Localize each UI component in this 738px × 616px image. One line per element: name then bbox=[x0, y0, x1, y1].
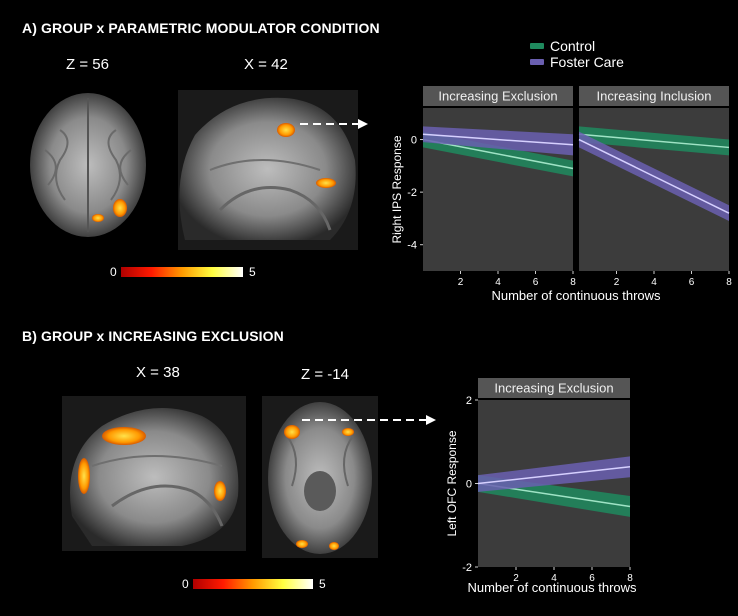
x-axis-label: Number of continuous throws bbox=[467, 580, 637, 595]
panel-b-brain-images bbox=[62, 396, 378, 558]
y-tick-label: -2 bbox=[407, 187, 417, 199]
y-axis-label: Right IPS Response bbox=[390, 135, 404, 243]
legend-label-control: Control bbox=[550, 38, 596, 54]
activation-blob bbox=[329, 542, 339, 550]
activation-blob bbox=[284, 425, 300, 439]
foster-ci-band bbox=[423, 126, 573, 156]
panel-b-colorbar bbox=[193, 579, 313, 589]
foster-line bbox=[477, 466, 631, 485]
y-tick-label: 0 bbox=[411, 135, 417, 147]
x-tick-label: 6 bbox=[533, 277, 539, 288]
x-tick-label: 2 bbox=[614, 277, 620, 288]
x-tick-label: 8 bbox=[726, 277, 732, 288]
panel-b-arrow bbox=[302, 415, 436, 425]
y-axis-label: Left OFC Response bbox=[445, 430, 459, 536]
legend: Control Foster Care bbox=[530, 38, 624, 70]
panel-a-slice1-label: Z = 56 bbox=[66, 56, 109, 73]
activation-blob bbox=[102, 427, 146, 445]
panel-a-cbar-min: 0 bbox=[110, 265, 117, 279]
x-tick-label: 4 bbox=[551, 573, 557, 584]
sagittal-slice-b bbox=[62, 396, 246, 551]
facet-strip bbox=[478, 378, 630, 398]
foster-line bbox=[578, 138, 730, 214]
panel-a-title: A) GROUP x PARAMETRIC MODULATOR CONDITIO… bbox=[22, 20, 380, 36]
control-line bbox=[578, 133, 730, 149]
y-tick-label: 0 bbox=[466, 479, 472, 491]
x-tick-label: 8 bbox=[570, 277, 576, 288]
x-tick-label: 6 bbox=[689, 277, 695, 288]
foster-line bbox=[422, 133, 574, 146]
activation-blob bbox=[92, 214, 104, 222]
activation-blob bbox=[78, 458, 90, 494]
facet-strip bbox=[423, 86, 573, 106]
x-axis-label: Number of continuous throws bbox=[491, 288, 661, 303]
activation-blob bbox=[296, 540, 308, 548]
legend-swatch-foster bbox=[530, 59, 544, 65]
legend-item-foster: Foster Care bbox=[530, 54, 624, 70]
facet-label: Increasing Inclusion bbox=[597, 89, 712, 104]
x-tick-label: 4 bbox=[651, 277, 657, 288]
panel-a-colorbar bbox=[121, 267, 243, 277]
y-tick-label: -4 bbox=[407, 240, 417, 252]
y-tick-label: -2 bbox=[462, 562, 472, 574]
activation-blob bbox=[342, 428, 354, 436]
panel-a-cbar-max: 5 bbox=[249, 265, 256, 279]
legend-item-control: Control bbox=[530, 38, 624, 54]
facet-strip bbox=[579, 86, 729, 106]
axial-slice-b bbox=[262, 396, 378, 558]
x-tick-label: 4 bbox=[495, 277, 501, 288]
legend-label-foster: Foster Care bbox=[550, 54, 624, 70]
foster-ci-band bbox=[478, 456, 630, 492]
panel-a-slice2-label: X = 42 bbox=[244, 56, 288, 73]
x-tick-label: 6 bbox=[589, 573, 595, 584]
facet-label: Increasing Exclusion bbox=[494, 381, 613, 396]
sagittal-slice-a bbox=[178, 90, 358, 250]
activation-blob bbox=[277, 123, 295, 137]
axial-slice-a bbox=[30, 93, 146, 237]
activation-blob bbox=[113, 199, 127, 217]
panel-a-arrow bbox=[300, 119, 368, 129]
panel-b-cbar-min: 0 bbox=[182, 577, 189, 591]
y-tick-label: 2 bbox=[466, 395, 472, 407]
panel-b-title: B) GROUP x INCREASING EXCLUSION bbox=[22, 328, 284, 344]
facet-label: Increasing Exclusion bbox=[438, 89, 557, 104]
panel-b-slice1-label: X = 38 bbox=[136, 364, 180, 381]
x-tick-label: 2 bbox=[458, 277, 464, 288]
legend-swatch-control bbox=[530, 43, 544, 49]
panel-b-slice2-label: Z = -14 bbox=[301, 366, 349, 383]
activation-blob bbox=[316, 178, 336, 188]
x-tick-label: 8 bbox=[627, 573, 633, 584]
panel-b-cbar-max: 5 bbox=[319, 577, 326, 591]
activation-blob bbox=[214, 481, 226, 501]
panel-a-brain-images bbox=[30, 90, 358, 250]
x-tick-label: 2 bbox=[513, 573, 519, 584]
